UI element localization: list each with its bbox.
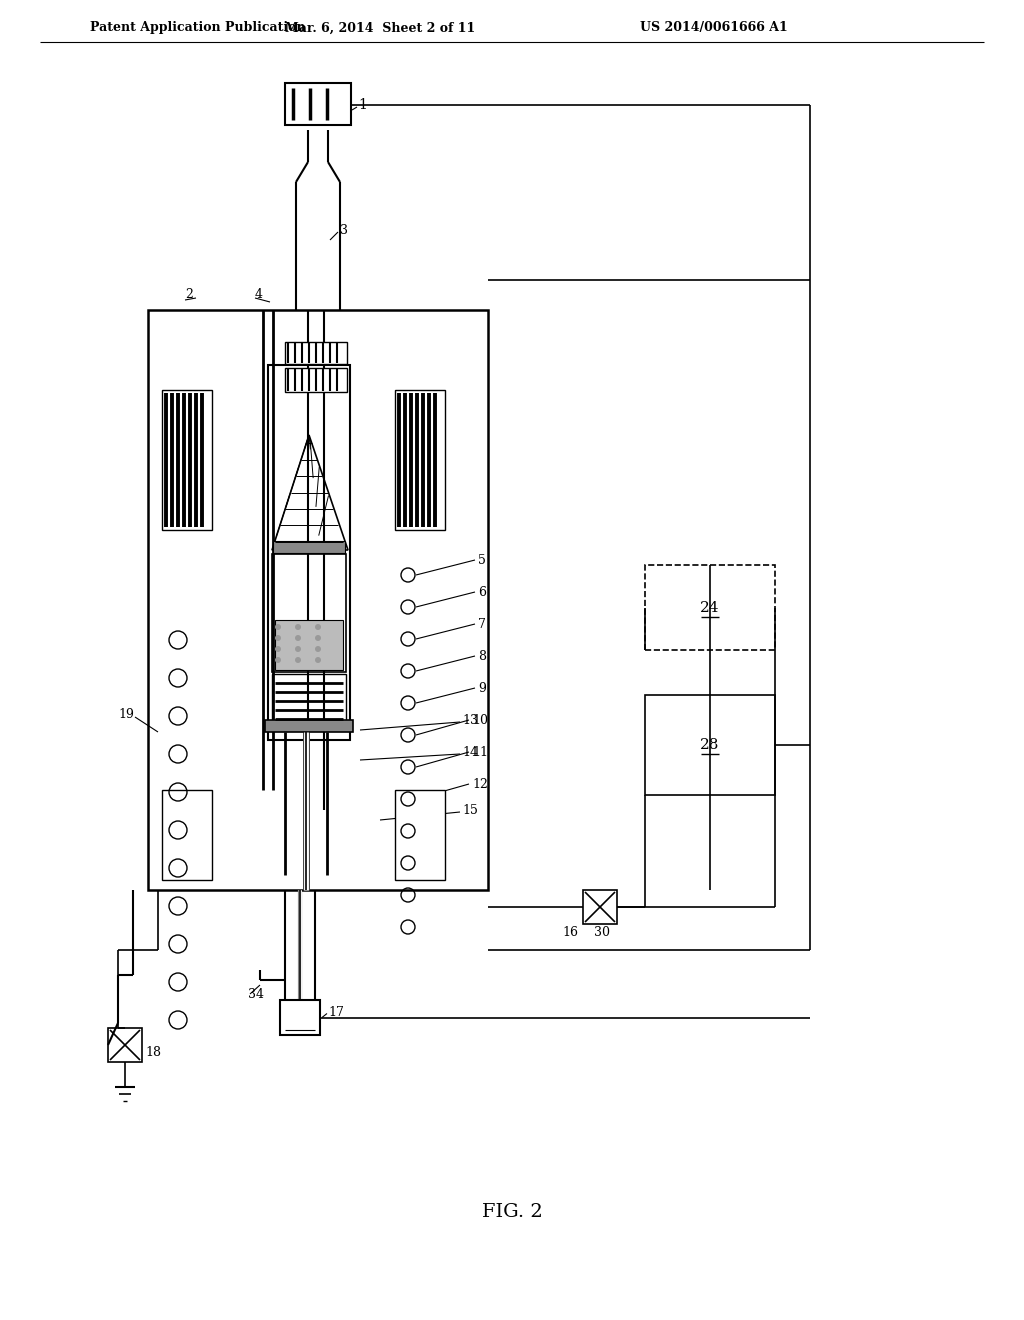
Circle shape	[315, 624, 321, 630]
Circle shape	[315, 645, 321, 652]
Circle shape	[315, 657, 321, 663]
Bar	[285, 368, 347, 392]
Circle shape	[295, 657, 301, 663]
Text: 30: 30	[594, 927, 610, 940]
Circle shape	[275, 624, 281, 630]
Text: 17: 17	[328, 1006, 344, 1019]
Text: 10: 10	[472, 714, 488, 726]
Bar	[272, 675, 346, 722]
Text: Mar. 6, 2014  Sheet 2 of 11: Mar. 6, 2014 Sheet 2 of 11	[285, 21, 475, 34]
Bar	[162, 789, 212, 880]
Bar	[162, 389, 212, 531]
Bar	[148, 310, 488, 890]
Text: 6: 6	[478, 586, 486, 598]
Bar	[645, 696, 775, 795]
Bar	[285, 342, 347, 364]
Bar	[265, 719, 353, 733]
Text: 16: 16	[562, 927, 578, 940]
Bar	[275, 620, 343, 671]
Bar	[645, 565, 775, 649]
Bar	[395, 789, 445, 880]
Text: 12: 12	[472, 777, 487, 791]
Text: 18: 18	[145, 1047, 161, 1060]
Circle shape	[295, 624, 301, 630]
Bar	[108, 1028, 142, 1063]
Circle shape	[275, 645, 281, 652]
Bar	[280, 1001, 319, 1035]
Circle shape	[295, 645, 301, 652]
Bar	[285, 83, 351, 125]
Text: 2: 2	[185, 289, 193, 301]
Bar	[272, 554, 346, 672]
Text: 24: 24	[700, 601, 720, 615]
Text: 1: 1	[358, 98, 367, 112]
Text: 15: 15	[462, 804, 478, 817]
Circle shape	[315, 635, 321, 642]
Circle shape	[295, 635, 301, 642]
Text: 13: 13	[462, 714, 478, 726]
Text: 3: 3	[340, 223, 348, 236]
Text: 5: 5	[478, 553, 485, 566]
Text: 8: 8	[478, 649, 486, 663]
Bar	[273, 541, 345, 553]
Bar	[268, 366, 350, 741]
Text: 14: 14	[462, 746, 478, 759]
Text: 7: 7	[478, 618, 485, 631]
Text: Patent Application Publication: Patent Application Publication	[90, 21, 305, 34]
Circle shape	[275, 635, 281, 642]
Bar	[583, 890, 617, 924]
Text: 28: 28	[700, 738, 720, 752]
Text: FIG. 2: FIG. 2	[481, 1203, 543, 1221]
Text: 19: 19	[118, 709, 134, 722]
Text: 34: 34	[248, 989, 264, 1002]
Circle shape	[275, 657, 281, 663]
Text: US 2014/0061666 A1: US 2014/0061666 A1	[640, 21, 787, 34]
Text: 11: 11	[472, 746, 488, 759]
Text: 4: 4	[255, 289, 263, 301]
Text: 9: 9	[478, 681, 485, 694]
Bar	[395, 389, 445, 531]
